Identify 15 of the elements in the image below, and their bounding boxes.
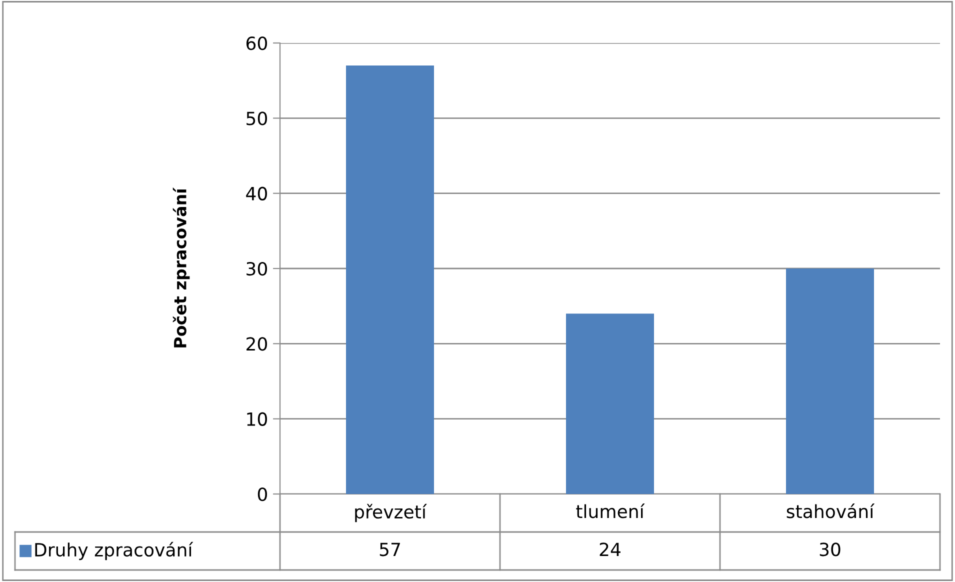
x-tick-label: stahování — [786, 504, 875, 518]
x-tick-label: převzetí — [355, 504, 427, 522]
y-tick-label: 50 — [246, 112, 267, 126]
data-label: 57 — [380, 542, 400, 556]
data-label: 24 — [600, 542, 620, 556]
y-axis-title: Počet zpracování — [172, 187, 190, 348]
y-tick-label: 10 — [247, 412, 267, 426]
y-tick-label: 20 — [246, 337, 267, 351]
y-tick-label: 60 — [246, 36, 267, 50]
y-tick-label: 0 — [258, 487, 267, 502]
data-label: 30 — [820, 542, 840, 556]
legend-label: Druhy zpracování — [35, 542, 194, 560]
x-tick-label: tlumení — [576, 504, 645, 518]
y-tick-label: 30 — [246, 262, 267, 276]
y-tick-label: 40 — [246, 186, 267, 200]
